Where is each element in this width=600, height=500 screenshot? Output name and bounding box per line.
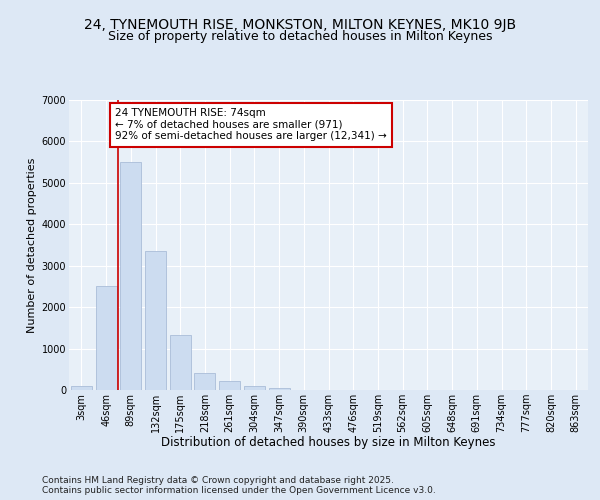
Text: 24, TYNEMOUTH RISE, MONKSTON, MILTON KEYNES, MK10 9JB: 24, TYNEMOUTH RISE, MONKSTON, MILTON KEY… bbox=[84, 18, 516, 32]
Bar bbox=[120, 162, 141, 390]
Bar bbox=[170, 336, 191, 390]
Bar bbox=[95, 286, 116, 390]
Y-axis label: Number of detached properties: Number of detached properties bbox=[28, 158, 37, 332]
Bar bbox=[269, 388, 290, 390]
Bar bbox=[244, 386, 265, 390]
Text: 24 TYNEMOUTH RISE: 74sqm
← 7% of detached houses are smaller (971)
92% of semi-d: 24 TYNEMOUTH RISE: 74sqm ← 7% of detache… bbox=[115, 108, 386, 142]
Bar bbox=[219, 381, 240, 390]
Text: Size of property relative to detached houses in Milton Keynes: Size of property relative to detached ho… bbox=[108, 30, 492, 43]
Bar bbox=[145, 251, 166, 390]
Bar bbox=[71, 386, 92, 390]
Bar bbox=[194, 372, 215, 390]
X-axis label: Distribution of detached houses by size in Milton Keynes: Distribution of detached houses by size … bbox=[161, 436, 496, 450]
Text: Contains HM Land Registry data © Crown copyright and database right 2025.
Contai: Contains HM Land Registry data © Crown c… bbox=[42, 476, 436, 495]
